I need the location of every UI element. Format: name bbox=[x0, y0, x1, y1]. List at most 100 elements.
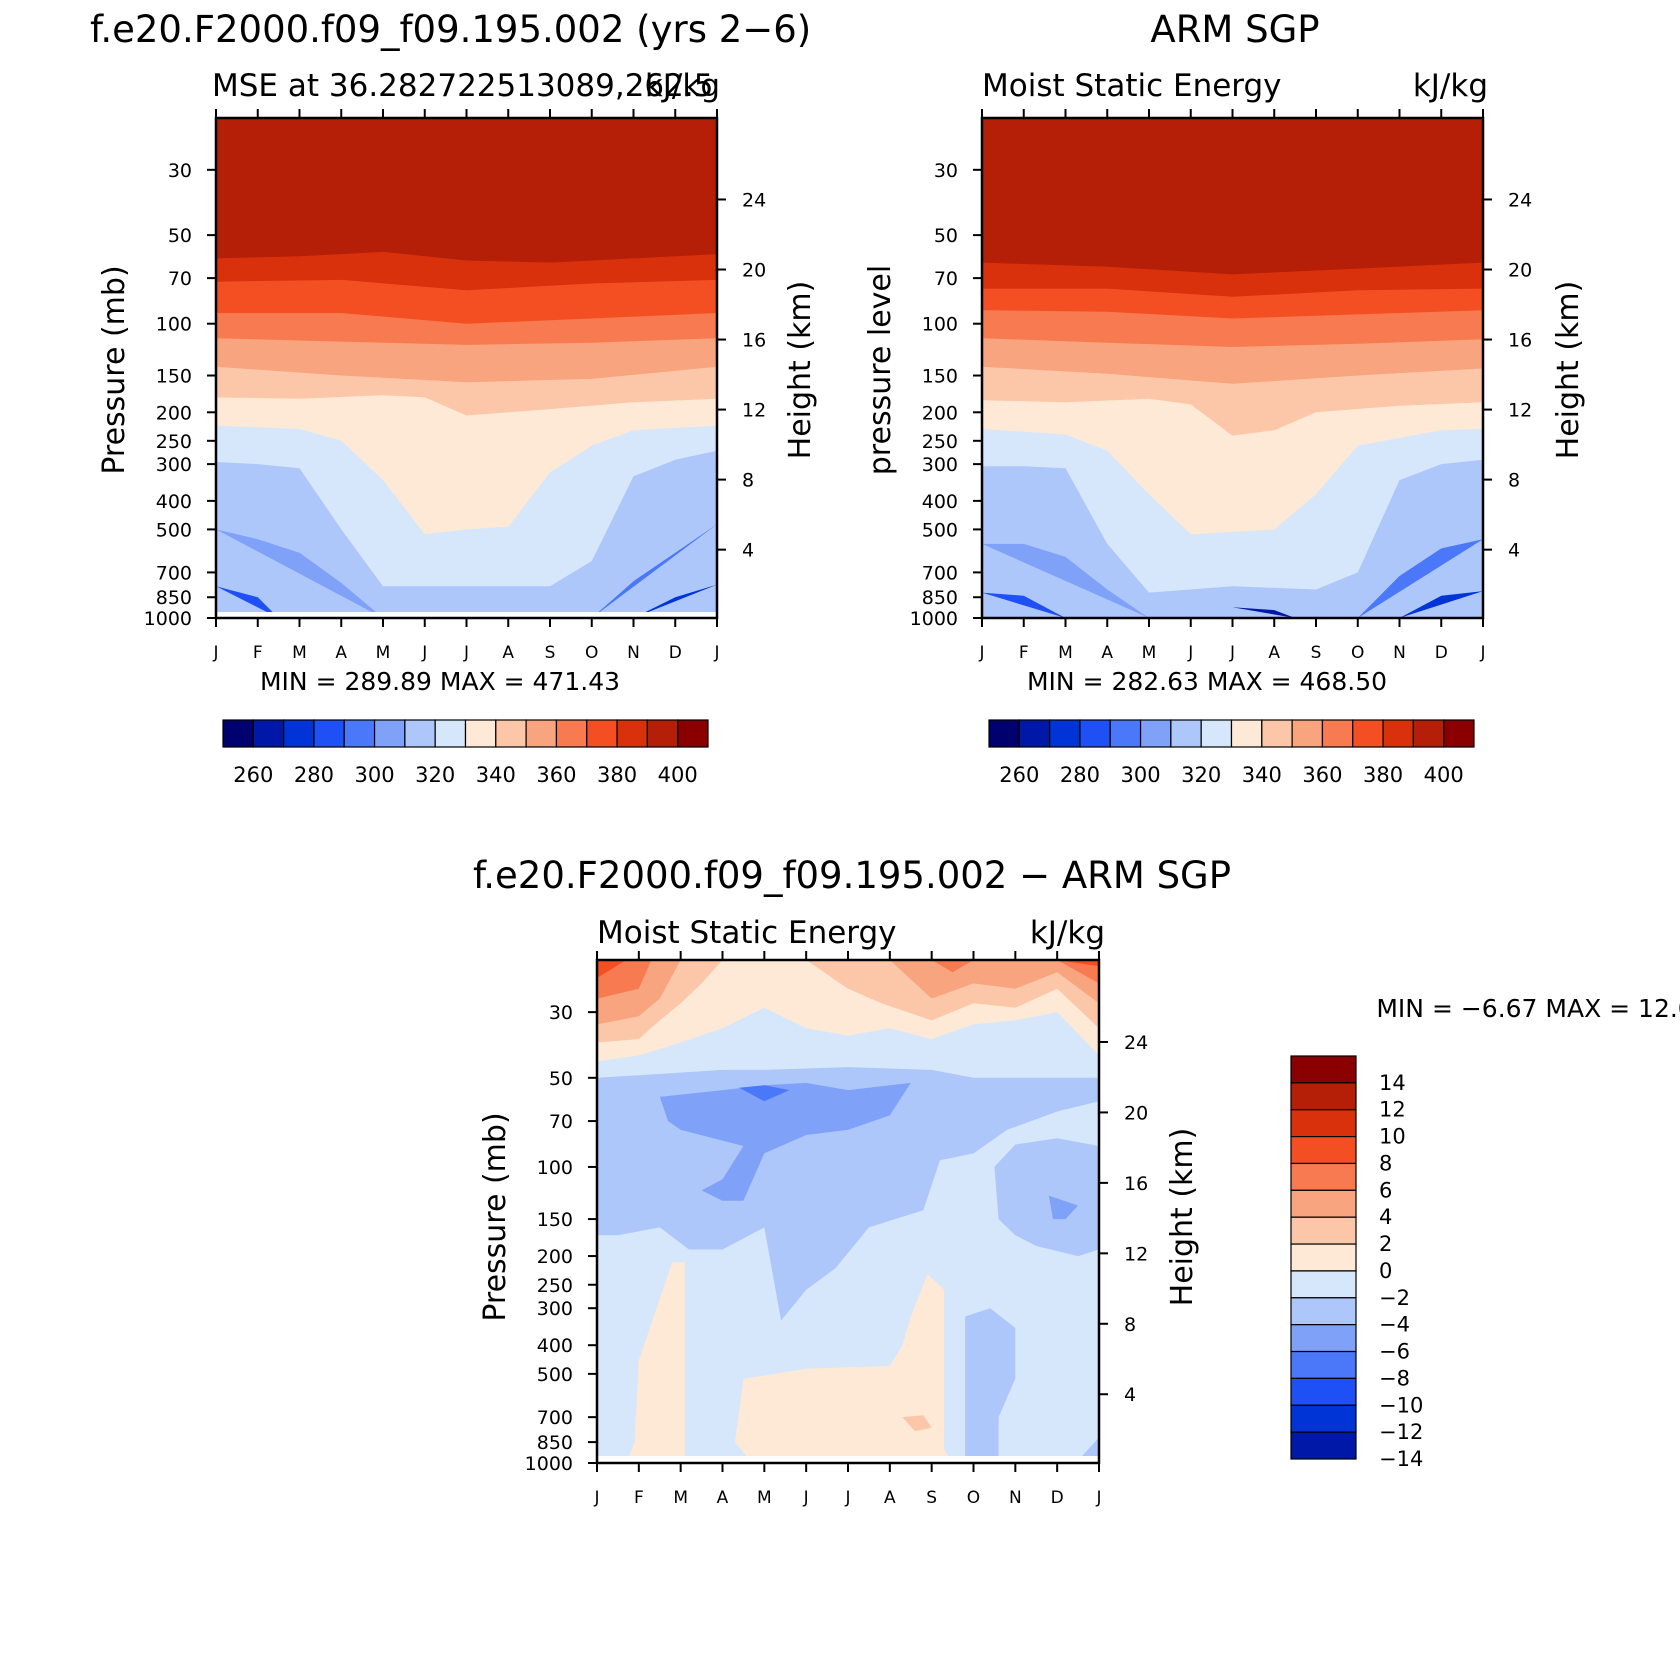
colorbar-swatch bbox=[616, 719, 648, 748]
x-tick-label: N bbox=[1009, 1488, 1022, 1508]
panel-title: f.e20.F2000.f09_f09.195.002 (yrs 2−6) bbox=[90, 8, 811, 51]
colorbar: 14 12 108 6 4 2 0 −2 −4 −6−8 −10 −12 −14 bbox=[1290, 1055, 1423, 1471]
x-tick-label: S bbox=[545, 643, 556, 663]
x-tick-label: O bbox=[585, 643, 598, 663]
colorbar-label: −14 bbox=[1379, 1447, 1423, 1471]
colorbar-label: 10 bbox=[1379, 1125, 1406, 1149]
colorbar-swatch bbox=[525, 719, 558, 748]
y-tick-label: 100 bbox=[156, 314, 192, 336]
y-right-tick-label: 20 bbox=[1508, 260, 1532, 282]
contour-band bbox=[597, 960, 627, 978]
y-tick-label: 1000 bbox=[910, 608, 958, 630]
y-tick-label: 400 bbox=[537, 1335, 573, 1357]
colorbar-swatch bbox=[343, 719, 376, 748]
contour-band bbox=[735, 1274, 953, 1463]
contour-band bbox=[739, 1085, 790, 1102]
colorbar-label: 8 bbox=[1379, 1151, 1392, 1175]
colorbar-swatch bbox=[1079, 719, 1111, 748]
y-tick-label: 30 bbox=[168, 160, 192, 182]
colorbar: 260 280 300 320 340 360 380 400 bbox=[988, 719, 1475, 787]
y-tick-label: 250 bbox=[537, 1275, 573, 1297]
x-tick-label: D bbox=[669, 643, 682, 663]
x-tick-label: J bbox=[593, 1488, 599, 1508]
x-tick-label: M bbox=[673, 1488, 688, 1508]
y-axis-label-right: Height (km) bbox=[783, 281, 818, 460]
x-tick-label: A bbox=[717, 1488, 729, 1508]
x-tick-label: J bbox=[803, 1488, 809, 1508]
colorbar-swatch bbox=[1412, 719, 1445, 748]
y-tick-label: 250 bbox=[922, 431, 958, 453]
x-tick-label: M bbox=[757, 1488, 772, 1508]
min-max-stats: MIN = 282.63 MAX = 468.50 bbox=[1027, 667, 1387, 696]
colorbar-swatch bbox=[464, 719, 497, 748]
colorbar-swatch bbox=[373, 719, 406, 748]
y-tick-label: 300 bbox=[922, 454, 958, 476]
colorbar-swatch bbox=[1290, 1324, 1357, 1353]
y-right-tick-label: 20 bbox=[742, 260, 766, 282]
y-right-tick-label: 12 bbox=[1124, 1243, 1148, 1265]
panel-subtitle-left: MSE at 36.282722513089,262.5 bbox=[212, 68, 713, 104]
y-tick-label: 1000 bbox=[525, 1453, 573, 1475]
contour-band bbox=[889, 960, 1099, 1004]
colorbar-label: 360 bbox=[536, 763, 576, 787]
y-tick-label: 50 bbox=[168, 225, 192, 247]
x-tick-label: J bbox=[1095, 1488, 1101, 1508]
panel-model: f.e20.F2000.f09_f09.195.002 (yrs 2−6) MS… bbox=[90, 8, 818, 787]
y-tick-label: 300 bbox=[537, 1298, 573, 1320]
y-tick-label: 200 bbox=[537, 1246, 573, 1268]
contour-band bbox=[597, 960, 652, 999]
contour-band bbox=[1036, 960, 1099, 984]
x-tick-label: S bbox=[926, 1488, 937, 1508]
y-tick-label: 30 bbox=[934, 160, 958, 182]
x-tick-label: J bbox=[713, 643, 719, 663]
contour-band bbox=[1048, 1195, 1079, 1220]
colorbar-swatch bbox=[1018, 719, 1051, 748]
colorbar-label: 360 bbox=[1302, 763, 1342, 787]
y-right-tick-label: 20 bbox=[1124, 1102, 1148, 1124]
y-tick-label: 70 bbox=[549, 1111, 573, 1133]
colorbar-label: −6 bbox=[1379, 1340, 1410, 1364]
y-tick-label: 850 bbox=[922, 587, 958, 609]
colorbar-swatch bbox=[1290, 1377, 1357, 1406]
panel-subtitle-right: kJ/kg bbox=[645, 68, 720, 104]
y-tick-label: 150 bbox=[922, 366, 958, 388]
panel-title: f.e20.F2000.f09_f09.195.002 − ARM SGP bbox=[473, 854, 1231, 897]
y-axis-label: Pressure (mb) bbox=[478, 1112, 513, 1321]
colorbar-label: 2 bbox=[1379, 1232, 1392, 1256]
colorbar-swatch bbox=[1290, 1109, 1357, 1138]
y-tick-label: 100 bbox=[922, 314, 958, 336]
contour-band bbox=[1399, 591, 1483, 618]
colorbar-swatch bbox=[1290, 1082, 1357, 1111]
contour-band bbox=[982, 459, 1483, 618]
y-tick-label: 200 bbox=[156, 402, 192, 424]
colorbar-swatch bbox=[1321, 719, 1354, 748]
colorbar-swatch bbox=[1352, 719, 1384, 748]
contour-band bbox=[659, 1082, 911, 1201]
min-max-stats: MIN = 289.89 MAX = 471.43 bbox=[260, 667, 620, 696]
contour-band bbox=[626, 1262, 694, 1463]
colorbar-swatch bbox=[1261, 719, 1293, 748]
x-tick-label: D bbox=[1435, 643, 1448, 663]
colorbar-label: 14 bbox=[1379, 1071, 1406, 1095]
y-right-tick-label: 8 bbox=[1508, 470, 1520, 492]
x-tick-label: O bbox=[1351, 643, 1364, 663]
contour-band bbox=[902, 1415, 932, 1432]
y-tick-label: 70 bbox=[934, 268, 958, 290]
contour-fills bbox=[216, 118, 717, 618]
contour-band bbox=[591, 524, 717, 618]
colorbar-swatch bbox=[1230, 719, 1263, 748]
contour-band bbox=[994, 1138, 1099, 1257]
colorbar-swatch bbox=[495, 719, 527, 748]
y-axis-label-right: Height (km) bbox=[1551, 281, 1586, 460]
colorbar-swatch bbox=[1109, 719, 1142, 748]
colorbar-label: 280 bbox=[1060, 763, 1100, 787]
colorbar-swatch bbox=[222, 719, 254, 748]
y-tick-label: 50 bbox=[934, 225, 958, 247]
x-tick-label: M bbox=[292, 643, 307, 663]
x-tick-label: M bbox=[1142, 643, 1157, 663]
x-tick-label: J bbox=[212, 643, 218, 663]
x-tick-label: M bbox=[376, 643, 391, 663]
colorbar-label: 0 bbox=[1379, 1259, 1392, 1283]
